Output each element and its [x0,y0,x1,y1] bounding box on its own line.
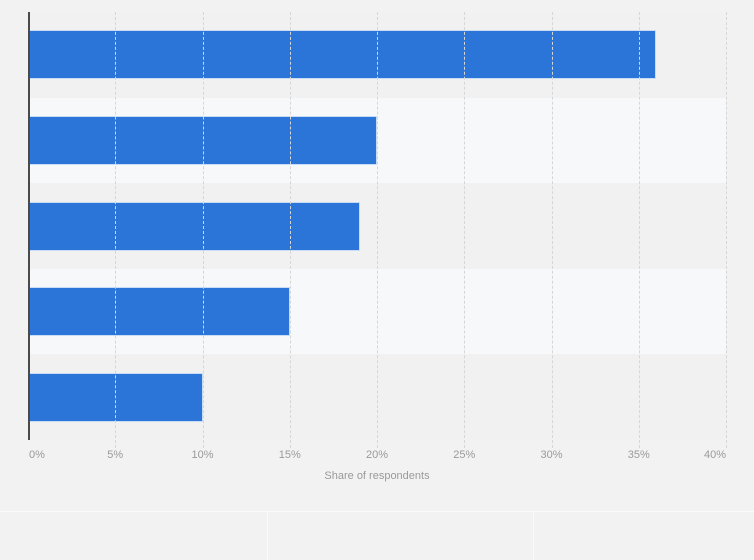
x-tick-label: 40% [703,449,727,461]
footer-divider-line [0,511,754,512]
x-tick-label: 15% [278,449,301,461]
gridline [464,12,466,448]
x-tick-label: 35% [627,449,650,461]
x-tick-label: 0% [29,449,45,461]
gridline [551,12,553,448]
gridline [726,12,727,448]
footer-seam-right [533,512,534,560]
x-tick-label: 30% [540,449,563,461]
footer-seam-left [267,512,268,560]
bar-value-36pct[interactable] [28,30,657,80]
gridline [202,12,204,448]
x-tick-label: 20% [365,449,389,461]
gridline [115,12,117,448]
x-tick-label: 5% [107,449,124,461]
gridline [638,12,640,448]
gridline [289,12,291,448]
x-tick-label: 25% [453,449,476,461]
x-axis-title: Share of respondents [324,470,430,482]
y-axis-line [28,12,30,440]
gridline [377,12,378,448]
bar-value-15pct[interactable] [28,287,290,337]
x-tick-label: 10% [191,449,214,461]
bar-value-19pct[interactable] [28,201,360,251]
